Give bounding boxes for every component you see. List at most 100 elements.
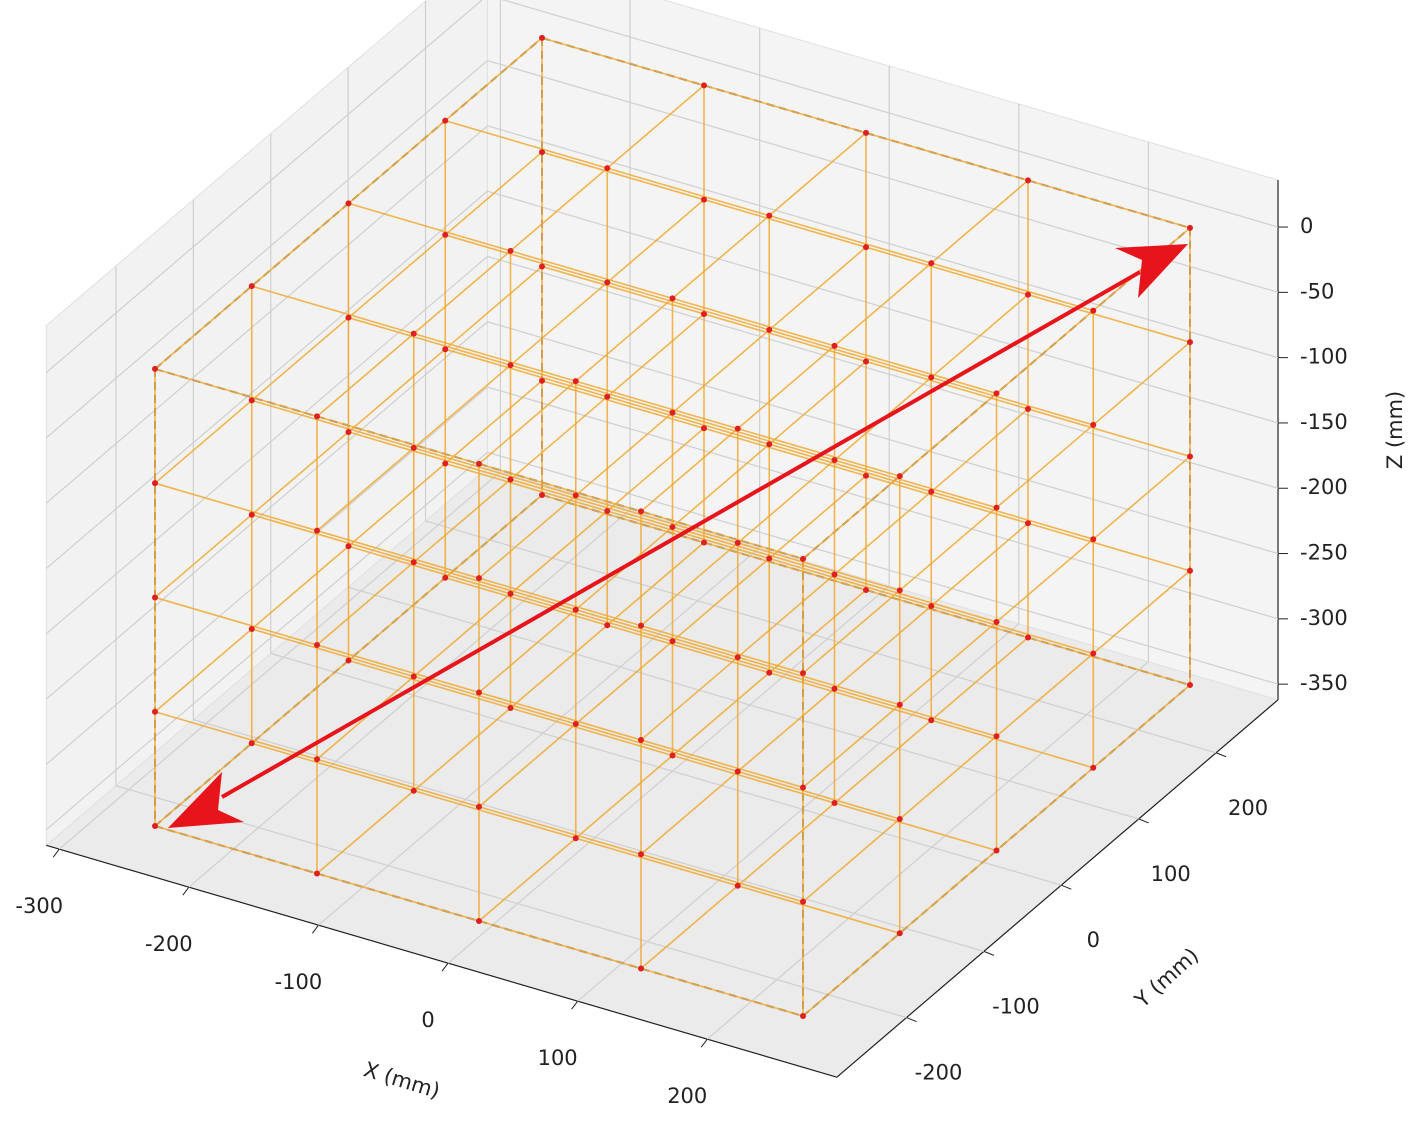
wire (737, 345, 836, 430)
point (928, 717, 935, 724)
grid-line (706, 661, 1149, 1040)
point (442, 460, 449, 467)
wire (347, 462, 446, 547)
point (604, 165, 611, 172)
wire (478, 380, 577, 465)
point (1090, 764, 1097, 771)
wire (348, 659, 511, 709)
point (800, 1013, 806, 1019)
x-tick (700, 1038, 708, 1048)
wire (347, 234, 446, 319)
wire (348, 545, 511, 595)
point (442, 117, 449, 124)
wire (802, 932, 901, 1017)
wire (607, 624, 770, 674)
wire (607, 281, 770, 331)
wire (316, 872, 480, 922)
point (1025, 520, 1031, 527)
wire (768, 360, 867, 445)
wire (348, 316, 511, 366)
point (669, 752, 676, 759)
point (701, 82, 707, 89)
wire (541, 37, 705, 87)
grid-line (347, 586, 1139, 820)
wire (865, 589, 1029, 639)
y-tick (1138, 818, 1149, 824)
wire (510, 707, 673, 757)
wire (995, 538, 1094, 623)
point (507, 247, 514, 254)
wire (316, 415, 480, 465)
wire (607, 395, 770, 445)
wire (640, 853, 804, 903)
point (1025, 405, 1031, 412)
point (896, 473, 903, 480)
wire (606, 313, 705, 398)
point (314, 641, 320, 648)
grid-line (193, 718, 985, 952)
wire (154, 710, 318, 760)
wire (154, 628, 253, 713)
point (345, 657, 352, 664)
wire (575, 608, 738, 658)
x-tick-label: 0 (421, 1008, 434, 1032)
wire (737, 884, 900, 935)
wire (930, 522, 1029, 607)
point (1025, 291, 1031, 298)
point (766, 212, 773, 219)
point (1090, 421, 1097, 428)
point (604, 279, 611, 286)
wire (251, 628, 414, 678)
grid-line (425, 520, 1217, 754)
point (410, 673, 417, 680)
x-tick (52, 848, 60, 858)
point (476, 460, 482, 467)
wire (444, 151, 543, 236)
x-tick-label: 100 (538, 1046, 578, 1070)
point (638, 736, 644, 743)
grid-line (45, 125, 488, 504)
point (152, 823, 158, 829)
point (669, 409, 676, 416)
wire (444, 265, 543, 350)
point (314, 870, 320, 877)
wire (316, 447, 415, 532)
y-axis (836, 699, 1279, 1078)
wire (672, 411, 835, 461)
x-tick (441, 962, 449, 972)
wire (930, 408, 1029, 493)
point (410, 787, 417, 794)
point (476, 918, 482, 924)
point (345, 314, 352, 321)
point (896, 815, 903, 822)
wire (931, 376, 1094, 426)
point (1090, 307, 1097, 314)
y-tick (1061, 884, 1072, 890)
point (539, 492, 545, 498)
wire (802, 475, 901, 560)
wire (833, 719, 932, 804)
wire (672, 297, 835, 347)
wire (444, 494, 543, 579)
wire (509, 281, 608, 366)
point (572, 835, 579, 842)
wire (541, 379, 705, 429)
grid-line (45, 0, 483, 374)
wire (413, 707, 512, 792)
wire (703, 313, 867, 363)
wire (768, 132, 867, 217)
wire (348, 431, 511, 481)
grid-line (501, 0, 1279, 228)
point (766, 669, 773, 676)
point (831, 685, 838, 692)
wire (413, 447, 576, 497)
wire (930, 636, 1029, 721)
point (248, 740, 255, 747)
point (701, 310, 707, 317)
wire (445, 348, 608, 398)
point (442, 346, 449, 353)
wire (834, 573, 997, 623)
y-tick (983, 950, 995, 956)
wire (768, 589, 867, 674)
